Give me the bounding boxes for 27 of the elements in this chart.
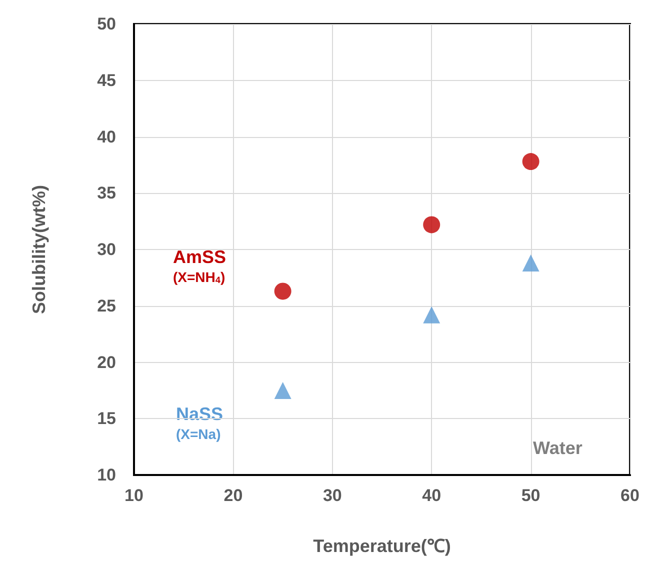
x-tick-label: 60 [620, 486, 640, 505]
y-tick-label: 50 [97, 14, 116, 34]
x-tick-label: 20 [224, 486, 243, 505]
x-tick-label: 10 [124, 486, 144, 505]
x-tick-label: 30 [322, 486, 342, 505]
y-tick-label: 15 [97, 409, 116, 428]
x-axis-title: Temperature(℃) [313, 536, 451, 556]
x-tick-label: 40 [422, 486, 442, 505]
y-tick-label: 25 [97, 296, 116, 316]
y-tick-label: 10 [97, 466, 116, 484]
point [423, 216, 440, 234]
x-tick-label: 50 [521, 486, 540, 505]
point [274, 282, 292, 300]
annotation: (X=NH4) [173, 269, 226, 286]
point [522, 153, 540, 170]
point [522, 254, 540, 272]
point [274, 382, 292, 399]
y-tick-label: 40 [97, 127, 116, 146]
y-axis-title: Solubility(wt%) [29, 185, 49, 314]
y-tick-label: 20 [97, 352, 116, 372]
y-tick-label: 45 [97, 70, 116, 90]
y-tick-label: 35 [97, 184, 116, 203]
point [423, 306, 440, 324]
y-tick-label: 30 [97, 240, 116, 259]
text: AmSS [173, 247, 226, 267]
annotation: (X=Na) [176, 426, 221, 442]
annotation: Water [533, 438, 582, 458]
